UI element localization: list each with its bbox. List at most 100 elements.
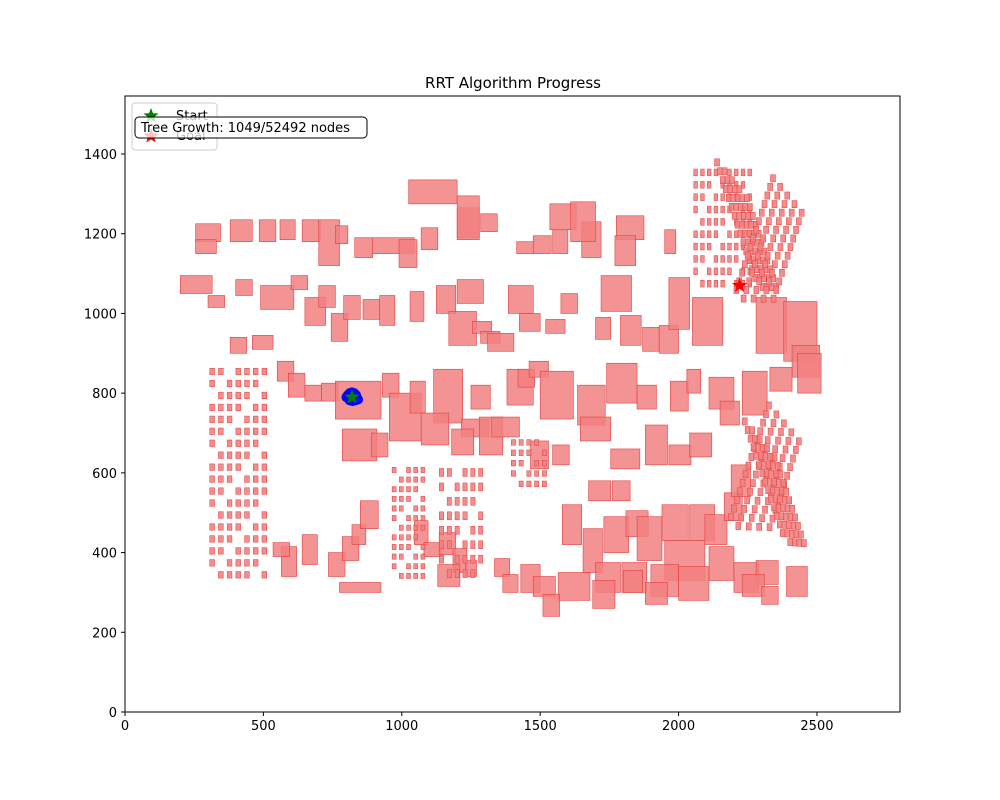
obstacle bbox=[733, 203, 739, 211]
obstacle bbox=[462, 468, 468, 477]
obstacle bbox=[765, 486, 771, 494]
obstacle bbox=[261, 523, 268, 531]
obstacle bbox=[689, 432, 713, 458]
obstacle bbox=[750, 234, 757, 243]
obstacle bbox=[760, 418, 766, 427]
obstacle bbox=[744, 496, 750, 505]
obstacle bbox=[253, 559, 259, 567]
obstacle bbox=[771, 200, 778, 208]
obstacle bbox=[335, 225, 349, 244]
obstacle bbox=[534, 460, 540, 467]
obstacle bbox=[791, 200, 798, 208]
obstacle bbox=[747, 487, 753, 496]
obstacle bbox=[371, 432, 389, 458]
obstacle bbox=[700, 181, 705, 189]
obstacle bbox=[562, 504, 582, 545]
obstacle bbox=[218, 391, 224, 399]
obstacle bbox=[413, 515, 418, 522]
obstacle bbox=[420, 524, 426, 531]
obstacle bbox=[735, 522, 742, 530]
obstacle bbox=[235, 439, 241, 447]
obstacle bbox=[557, 572, 591, 601]
obstacle bbox=[736, 211, 742, 220]
obstacle bbox=[713, 168, 719, 177]
obstacle bbox=[747, 243, 754, 251]
obstacle bbox=[781, 496, 788, 504]
obstacle bbox=[777, 495, 783, 504]
obstacle bbox=[774, 512, 780, 520]
obstacle bbox=[226, 415, 233, 423]
obstacle bbox=[734, 220, 741, 229]
obstacle bbox=[304, 384, 322, 402]
obstacle bbox=[745, 461, 752, 470]
obstacle bbox=[470, 540, 476, 549]
obstacle bbox=[707, 279, 712, 288]
obstacle bbox=[570, 201, 596, 242]
obstacle bbox=[727, 267, 732, 275]
obstacle bbox=[717, 167, 723, 176]
obstacle bbox=[406, 572, 411, 579]
x-tick-label: 2000 bbox=[662, 719, 695, 734]
obstacle bbox=[620, 315, 642, 346]
obstacle bbox=[772, 260, 778, 269]
obstacle bbox=[218, 451, 224, 459]
obstacle bbox=[762, 260, 768, 269]
obstacle bbox=[420, 572, 426, 579]
obstacle bbox=[253, 499, 259, 507]
obstacle bbox=[727, 185, 734, 193]
obstacle bbox=[771, 478, 778, 487]
obstacle bbox=[244, 451, 250, 459]
obstacle bbox=[532, 235, 552, 254]
obstacle bbox=[779, 487, 785, 496]
obstacle bbox=[511, 460, 516, 467]
obstacle bbox=[754, 251, 761, 260]
obstacle bbox=[399, 476, 404, 483]
obstacle bbox=[226, 571, 233, 579]
obstacle bbox=[235, 523, 241, 531]
obstacle bbox=[195, 239, 217, 254]
obstacle bbox=[769, 366, 793, 392]
obstacle bbox=[218, 427, 224, 435]
obstacle bbox=[742, 203, 749, 211]
obstacle bbox=[756, 435, 763, 444]
obstacle bbox=[739, 220, 745, 229]
obstacle bbox=[774, 462, 781, 470]
obstacle bbox=[784, 251, 791, 260]
obstacle bbox=[456, 279, 484, 304]
obstacle bbox=[748, 514, 755, 522]
obstacle bbox=[747, 168, 752, 177]
obstacle bbox=[218, 487, 224, 495]
obstacle bbox=[391, 563, 397, 570]
obstacle bbox=[226, 451, 233, 459]
obstacle bbox=[786, 566, 808, 597]
obstacle bbox=[742, 260, 748, 268]
legend-start-marker bbox=[143, 108, 159, 123]
obstacle bbox=[774, 487, 780, 495]
obstacle bbox=[519, 313, 541, 332]
obstacle bbox=[707, 267, 712, 275]
obstacle bbox=[758, 452, 764, 461]
obstacle bbox=[727, 242, 732, 251]
obstacle bbox=[734, 255, 739, 263]
obstacle bbox=[218, 571, 224, 579]
obstacle bbox=[776, 277, 782, 286]
obstacle bbox=[470, 526, 476, 535]
obstacle bbox=[420, 553, 426, 560]
obstacle bbox=[391, 495, 397, 502]
obstacle bbox=[420, 505, 426, 512]
obstacle bbox=[752, 435, 758, 443]
obstacle bbox=[391, 553, 397, 560]
obstacle bbox=[792, 538, 798, 547]
obstacle bbox=[767, 453, 773, 461]
obstacle bbox=[769, 486, 776, 495]
obstacle bbox=[420, 495, 426, 502]
obstacle bbox=[739, 268, 745, 277]
obstacles-layer bbox=[180, 158, 822, 617]
obstacle bbox=[511, 439, 516, 446]
obstacle bbox=[757, 488, 764, 496]
obstacle bbox=[727, 255, 732, 263]
obstacle bbox=[480, 213, 498, 233]
obstacle bbox=[235, 499, 241, 507]
obstacle bbox=[720, 255, 725, 263]
obstacle bbox=[740, 181, 746, 189]
